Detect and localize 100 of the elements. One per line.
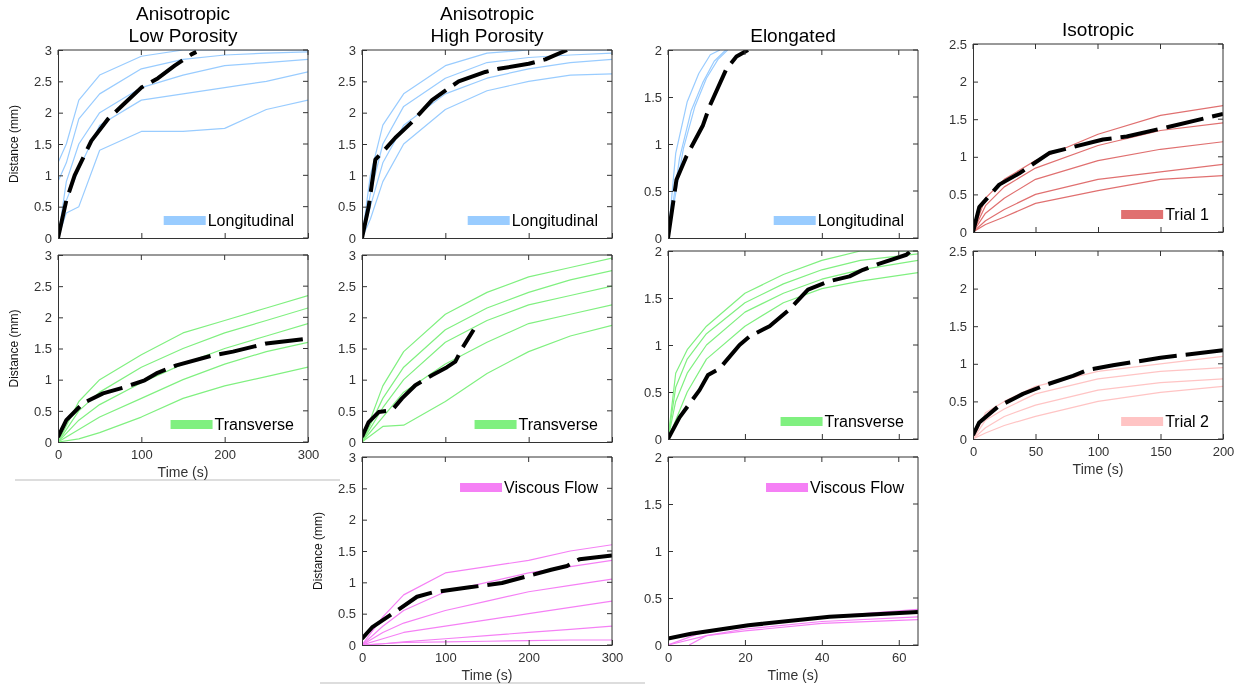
y-tick-label: 3 <box>348 449 356 465</box>
y-tick-label: 1.5 <box>643 496 662 512</box>
x-tick-label: 150 <box>1150 444 1172 460</box>
y-tick-label: 2.5 <box>337 73 356 89</box>
y-tick-label: 0.5 <box>948 187 967 203</box>
y-tick-label: 2 <box>44 105 52 121</box>
x-tick-label: 0 <box>664 650 673 666</box>
y-tick-label: 3 <box>348 42 356 58</box>
y-tick-label: 0 <box>348 230 356 246</box>
y-tick-label: 1 <box>44 167 52 183</box>
y-tick-label: 0 <box>959 224 967 240</box>
y-tick-label: 0.5 <box>33 403 52 419</box>
chart-title: Anisotropic High Porosity <box>430 3 544 46</box>
y-tick-label: 2.5 <box>33 73 52 89</box>
x-axis-title: Time (s) <box>767 667 819 683</box>
chart-title: Isotropic <box>1062 19 1134 40</box>
x-tick-label: 50 <box>1028 444 1044 460</box>
y-tick-label: 0.5 <box>337 606 356 622</box>
y-axis-title: Distance (mm) <box>7 309 21 388</box>
x-axis-title: Time (s) <box>461 667 513 683</box>
y-tick-label: 3 <box>44 247 52 263</box>
y-tick-label: 1.5 <box>337 136 356 152</box>
y-tick-label: 1 <box>654 337 662 353</box>
y-tick-label: 1 <box>348 372 356 388</box>
x-tick-label: 100 <box>434 650 457 666</box>
y-tick-label: 1.5 <box>948 318 967 334</box>
y-tick-label: 1 <box>44 372 52 388</box>
x-tick-label: 200 <box>214 447 237 463</box>
y-tick-label: 0 <box>654 230 662 246</box>
y-tick-label: 0.5 <box>643 183 662 199</box>
y-tick-label: 0.5 <box>337 403 356 419</box>
x-tick-label: 200 <box>1212 444 1235 460</box>
y-tick-label: 0 <box>44 434 52 450</box>
x-tick-label: 100 <box>130 447 153 463</box>
legend-label: Transverse <box>518 416 599 433</box>
y-tick-label: 2.5 <box>948 243 967 259</box>
y-tick-label: 1 <box>959 149 967 165</box>
y-tick-label: 2.5 <box>33 278 52 294</box>
y-tick-label: 0 <box>654 637 662 653</box>
x-tick-label: 0 <box>358 650 367 666</box>
x-axis-title: Time (s) <box>1072 461 1124 477</box>
y-tick-label: 2 <box>959 281 967 297</box>
y-tick-label: 0.5 <box>948 394 967 410</box>
y-tick-label: 0 <box>348 637 356 653</box>
y-tick-label: 1.5 <box>643 290 662 306</box>
legend-label: Trial 2 <box>1165 413 1210 430</box>
y-tick-label: 1 <box>348 574 356 590</box>
x-tick-label: 300 <box>297 447 320 463</box>
x-tick-label: 300 <box>601 650 624 666</box>
legend-label: Transverse <box>824 413 905 430</box>
y-axis-title: Distance (mm) <box>311 511 325 591</box>
y-tick-label: 2 <box>654 243 662 259</box>
y-axis-title: Distance (mm) <box>7 104 21 184</box>
y-tick-label: 0 <box>654 431 662 447</box>
y-tick-label: 2 <box>959 74 967 90</box>
y-tick-label: 1 <box>959 356 967 372</box>
x-tick-label: 20 <box>738 650 753 666</box>
x-tick-label: 0 <box>969 444 978 460</box>
y-tick-label: 0 <box>348 434 356 450</box>
legend-label: Transverse <box>214 416 295 433</box>
y-tick-label: 1.5 <box>33 136 52 152</box>
y-tick-label: 0.5 <box>643 590 662 606</box>
x-axis-title: Time (s) <box>157 464 209 480</box>
y-tick-label: 2 <box>44 309 52 325</box>
legend-label: Trial 1 <box>1165 206 1210 223</box>
x-tick-label: 60 <box>892 650 907 666</box>
y-tick-label: 2.5 <box>337 278 356 294</box>
x-tick-label: 200 <box>518 650 541 666</box>
legend-label: Longitudinal <box>511 212 598 229</box>
y-tick-label: 2 <box>654 449 662 465</box>
legend-label: Viscous Flow <box>810 479 905 496</box>
y-tick-label: 0.5 <box>337 199 356 215</box>
y-tick-label: 1 <box>654 136 662 152</box>
y-tick-label: 2.5 <box>337 480 356 496</box>
y-tick-label: 2.5 <box>948 36 967 52</box>
y-tick-label: 1 <box>348 167 356 183</box>
y-tick-label: 1.5 <box>643 89 662 105</box>
y-tick-label: 2 <box>348 512 356 528</box>
y-tick-label: 1.5 <box>337 543 356 559</box>
chart-title: Anisotropic Low Porosity <box>128 3 238 46</box>
y-tick-label: 3 <box>44 42 52 58</box>
y-tick-label: 2 <box>348 105 356 121</box>
legend-label: Viscous Flow <box>504 479 599 496</box>
y-tick-label: 1 <box>654 543 662 559</box>
y-tick-label: 3 <box>348 247 356 263</box>
legend-label: Longitudinal <box>207 212 294 229</box>
y-tick-label: 0 <box>959 431 967 447</box>
y-tick-label: 0.5 <box>33 199 52 215</box>
y-tick-label: 1.5 <box>337 341 356 357</box>
y-tick-label: 0.5 <box>643 384 662 400</box>
chart-title: Elongated <box>750 25 836 46</box>
legend-label: Longitudinal <box>817 212 904 229</box>
y-tick-label: 2 <box>654 42 662 58</box>
y-tick-label: 1.5 <box>33 341 52 357</box>
x-tick-label: 40 <box>815 650 830 666</box>
y-tick-label: 1.5 <box>948 111 967 127</box>
x-tick-label: 0 <box>54 447 63 463</box>
x-tick-label: 100 <box>1087 444 1110 460</box>
y-tick-label: 2 <box>348 309 356 325</box>
y-tick-label: 0 <box>44 230 52 246</box>
